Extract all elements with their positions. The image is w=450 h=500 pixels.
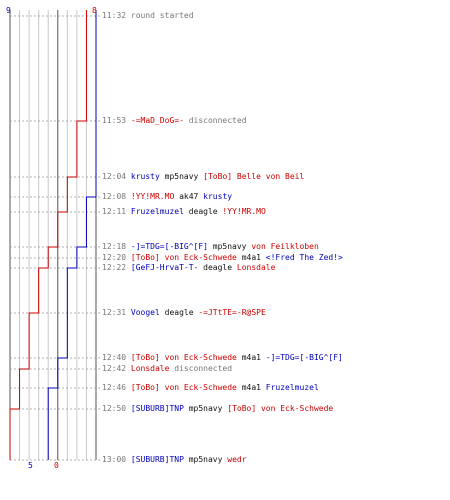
- event-text: [GeFJ-HrvaT-T-: [130, 263, 199, 272]
- event-text: -=JTtTE=-R@SPE: [198, 308, 266, 317]
- event-text: von Feilkloben: [251, 242, 319, 251]
- event-time: 12:04: [102, 172, 131, 181]
- event-time: 12:20: [102, 253, 131, 262]
- event-time: 13:00: [102, 455, 131, 464]
- event-text: Lonsdale: [130, 364, 170, 373]
- event-text: krusty: [130, 172, 160, 181]
- event-text: [ToBo] Belle von Beil: [203, 172, 305, 181]
- event-row: 11:32 round started: [102, 11, 194, 21]
- event-text: Fruzelmuzel: [130, 207, 184, 216]
- event-row: 12:40 [ToBo] von Eck-Schwede m4a1 -]=TDG…: [102, 353, 343, 363]
- event-row: 12:46 [ToBo] von Eck-Schwede m4a1 Fruzel…: [102, 383, 319, 393]
- event-text: deagle: [183, 207, 223, 216]
- event-time: 12:42: [102, 364, 131, 373]
- event-text: deagle: [159, 308, 199, 317]
- event-text: !YY!MR.MO: [130, 192, 175, 201]
- event-text: mp5navy: [183, 455, 228, 464]
- event-text: -=MaD_DoG=-: [130, 116, 184, 125]
- event-time: 12:18: [102, 242, 131, 251]
- event-row: 12:50 [SUBURB]TNP mp5navy [ToBo] von Eck…: [102, 404, 333, 414]
- event-row: 12:11 Fruzelmuzel deagle !YY!MR.MO: [102, 207, 266, 217]
- event-time: 12:11: [102, 207, 131, 216]
- event-text: [ToBo] von Eck-Schwede: [130, 353, 237, 362]
- event-time: 12:50: [102, 404, 131, 413]
- event-time: 12:08: [102, 192, 131, 201]
- event-row: 12:42 Lonsdale disconnected: [102, 364, 232, 374]
- event-text: [SUBURB]TNP: [130, 404, 184, 413]
- event-text: Voogel: [130, 308, 160, 317]
- event-row: 13:00 [SUBURB]TNP mp5navy wedr: [102, 455, 247, 465]
- event-row: 12:18 -]=TDG=[-BIG^[F] mp5navy von Feilk…: [102, 242, 319, 252]
- red-top-count: 8: [92, 6, 97, 15]
- event-time: 12:22: [102, 263, 131, 272]
- event-text: wedr: [227, 455, 247, 464]
- event-text: Fruzelmuzel: [265, 383, 319, 392]
- event-text: disconnected: [183, 116, 247, 125]
- series-line-red: [9, 10, 87, 460]
- event-row: 12:04 krusty mp5navy [ToBo] Belle von Be…: [102, 172, 304, 182]
- event-text: krusty: [203, 192, 233, 201]
- blue-bottom-count: 5: [28, 461, 33, 470]
- event-text: Lonsdale: [236, 263, 276, 272]
- event-text: [ToBo] von Eck-Schwede: [227, 404, 334, 413]
- event-row: 12:31 Voogel deagle -=JTtTE=-R@SPE: [102, 308, 266, 318]
- event-time: 12:31: [102, 308, 131, 317]
- red-bottom-count: 0: [54, 461, 59, 470]
- event-text: disconnected: [169, 364, 233, 373]
- event-row: 11:53 -=MaD_DoG=- disconnected: [102, 116, 247, 126]
- blue-top-count: 9: [6, 6, 11, 15]
- event-row: 12:20 [ToBo] von Eck-Schwede m4a1 <!Fred…: [102, 253, 343, 263]
- event-text: [ToBo] von Eck-Schwede: [130, 383, 237, 392]
- event-text: ak47: [174, 192, 204, 201]
- event-text: mp5navy: [159, 172, 204, 181]
- event-text: -]=TDG=[-BIG^[F]: [265, 353, 343, 362]
- event-text: -]=TDG=[-BIG^[F]: [130, 242, 208, 251]
- event-time: 12:40: [102, 353, 131, 362]
- event-text: m4a1: [236, 383, 266, 392]
- event-time: 11:32: [102, 11, 131, 20]
- event-text: m4a1: [236, 253, 266, 262]
- event-text: <!Fred The Zed!>: [265, 253, 343, 262]
- event-text: mp5navy: [207, 242, 252, 251]
- event-time: 11:53: [102, 116, 131, 125]
- event-text: round started: [130, 11, 194, 20]
- event-time: 12:46: [102, 383, 131, 392]
- event-text: mp5navy: [183, 404, 228, 413]
- event-row: 12:22 [GeFJ-HrvaT-T- deagle Lonsdale: [102, 263, 275, 273]
- event-row: 12:08 !YY!MR.MO ak47 krusty: [102, 192, 232, 202]
- event-text: [ToBo] von Eck-Schwede: [130, 253, 237, 262]
- event-text: !YY!MR.MO: [222, 207, 266, 216]
- event-text: deagle: [198, 263, 237, 272]
- event-text: m4a1: [236, 353, 266, 362]
- series-line-blue: [47, 10, 97, 460]
- event-text: [SUBURB]TNP: [130, 455, 184, 464]
